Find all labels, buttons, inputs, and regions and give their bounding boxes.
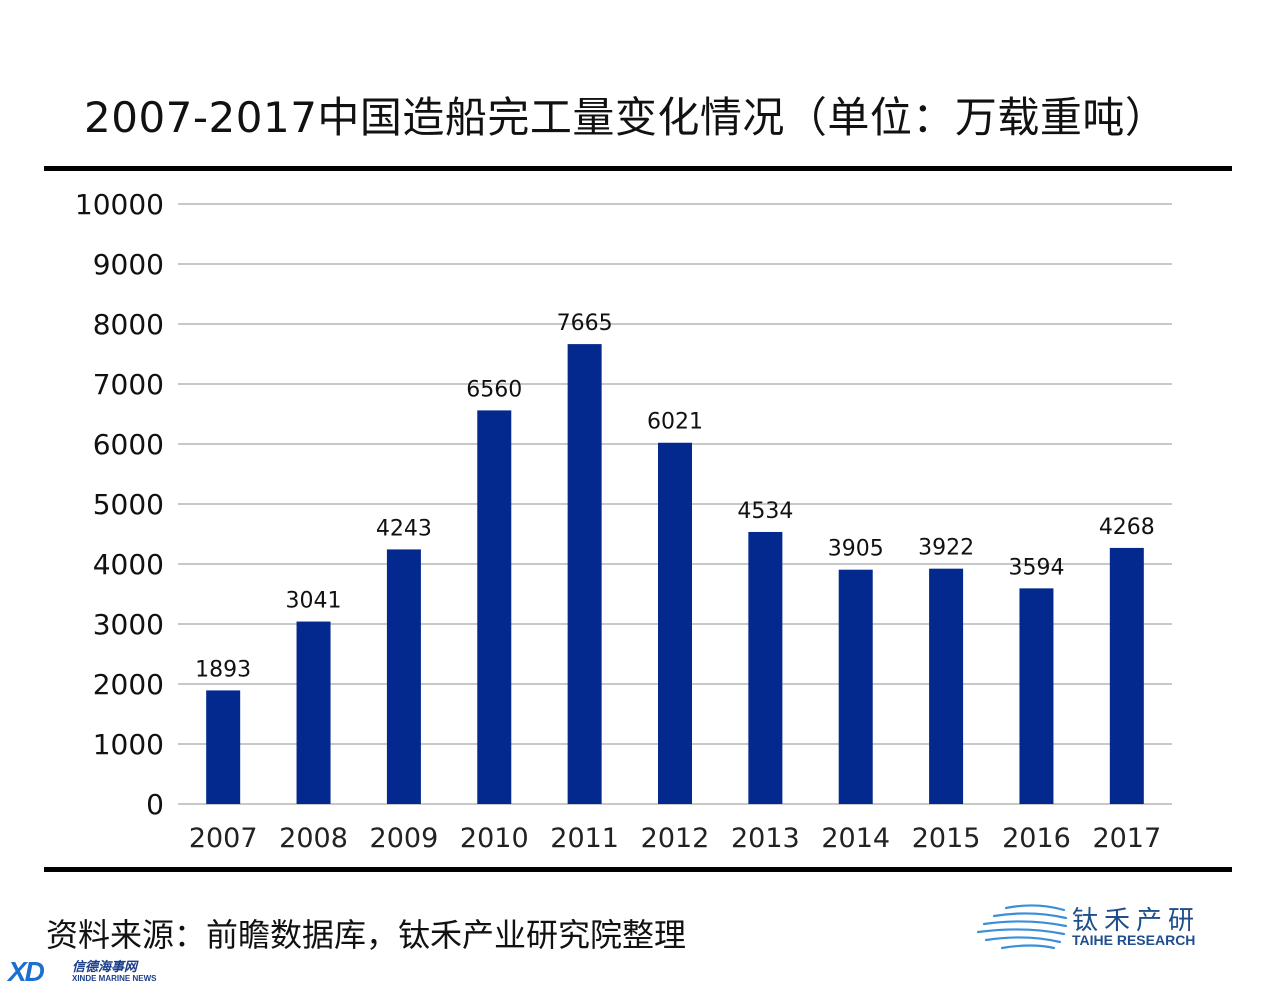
data-label: 4243 <box>376 516 432 541</box>
taihe-research-logo: 钛禾产研 TAIHE RESEARCH <box>976 898 1216 952</box>
top-rule <box>44 166 1232 171</box>
x-tick-label: 2016 <box>1002 823 1071 854</box>
bar <box>386 549 421 804</box>
x-tick-label: 2010 <box>460 823 529 854</box>
xd-en-name: XINDE MARINE NEWS <box>72 974 157 983</box>
x-tick-label: 2009 <box>370 823 439 854</box>
data-label: 3905 <box>828 537 884 562</box>
source-note: 资料来源：前瞻数据库，钛禾产业研究院整理 <box>46 916 687 954</box>
x-tick-label: 2013 <box>731 823 800 854</box>
data-label: 4268 <box>1099 515 1155 540</box>
taihe-en-name: TAIHE RESEARCH <box>1072 932 1196 948</box>
y-tick-label: 6000 <box>93 428 164 461</box>
bar <box>929 568 964 804</box>
data-label: 7665 <box>557 311 613 336</box>
bar <box>1109 547 1144 804</box>
x-tick-label: 2017 <box>1092 823 1161 854</box>
y-tick-label: 2000 <box>93 668 164 701</box>
data-label: 4534 <box>737 499 793 524</box>
y-tick-label: 9000 <box>93 248 164 281</box>
x-tick-label: 2008 <box>279 823 348 854</box>
data-label: 3594 <box>1008 555 1064 580</box>
x-tick-label: 2007 <box>189 823 258 854</box>
y-tick-label: 3000 <box>93 608 164 641</box>
y-tick-label: 1000 <box>93 728 164 761</box>
bar <box>296 621 331 804</box>
y-tick-label: 4000 <box>93 548 164 581</box>
data-label: 3041 <box>286 589 342 614</box>
data-label: 1893 <box>195 657 251 682</box>
bar <box>1019 588 1054 804</box>
xinde-marine-logo: XD 信德海事网 XINDE MARINE NEWS <box>8 956 188 990</box>
taihe-wave-icon <box>976 904 1068 950</box>
bar <box>206 690 241 804</box>
y-tick-label: 10000 <box>75 188 164 221</box>
xd-logo-mark: XD <box>8 956 45 987</box>
bar <box>477 410 512 804</box>
bar <box>748 531 783 804</box>
chart-title: 2007-2017中国造船完工量变化情况（单位：万载重吨） <box>84 93 1168 142</box>
y-tick-label: 7000 <box>93 368 164 401</box>
y-tick-label: 8000 <box>93 308 164 341</box>
bar <box>658 442 692 804</box>
taihe-cn-name: 钛禾产研 <box>1072 906 1201 936</box>
xd-cn-name: 信德海事网 <box>72 960 138 975</box>
bar <box>838 569 873 804</box>
data-label: 6021 <box>647 410 703 435</box>
y-tick-label: 5000 <box>93 488 164 521</box>
bar <box>567 344 602 804</box>
y-tick-label: 0 <box>146 788 164 821</box>
x-tick-label: 2012 <box>641 823 710 854</box>
x-tick-label: 2014 <box>821 823 890 854</box>
data-label: 6560 <box>466 377 522 402</box>
x-tick-label: 2015 <box>912 823 981 854</box>
data-label: 3922 <box>918 536 974 561</box>
x-tick-label: 2011 <box>550 823 619 854</box>
bottom-rule <box>44 867 1232 872</box>
